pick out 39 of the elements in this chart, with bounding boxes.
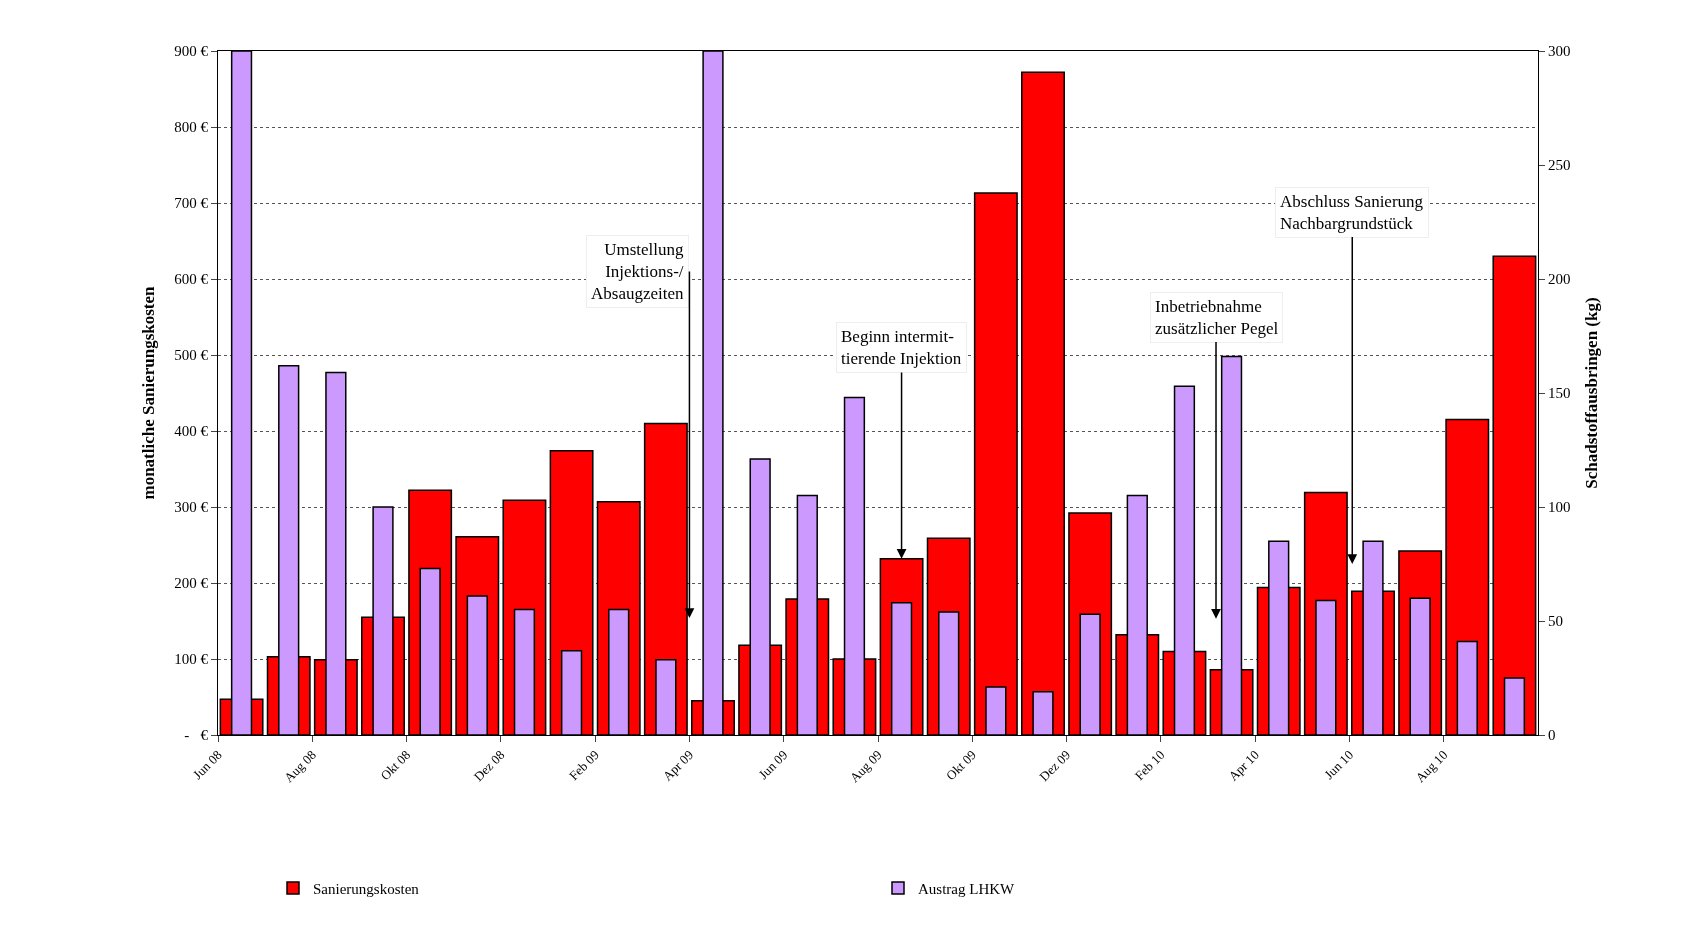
- y2-tick-label: 100: [1548, 499, 1571, 516]
- x-tick-label: Jun 09: [755, 747, 791, 783]
- annotation: Inbetriebnahme zusätzlicher Pegel: [1155, 297, 1279, 339]
- y-tick-label: 600 €: [174, 271, 209, 288]
- y2-tick-label: 250: [1548, 157, 1571, 174]
- annotation: Beginn intermit- tierende Injektion: [841, 327, 962, 369]
- y-tick-label: - €: [184, 727, 209, 744]
- x-tick-label: Dez 09: [1036, 747, 1074, 785]
- x-tick-label: Feb 09: [565, 747, 602, 784]
- y2-axis-title: Schadstoffausbringen (kg): [1581, 297, 1601, 489]
- y-tick-label: 900 €: [174, 43, 209, 60]
- y2-tick-label: 150: [1548, 385, 1571, 402]
- x-tick-label: Jun 08: [189, 747, 225, 783]
- x-tick-label: Dez 08: [470, 747, 508, 785]
- y2-tick-label: 200: [1548, 271, 1571, 288]
- y2-tick-label: 300: [1548, 43, 1571, 60]
- annotation: Abschluss Sanierung Nachbargrundstück: [1280, 192, 1424, 234]
- x-tick-label: Okt 08: [377, 747, 414, 784]
- x-tick-label: Apr 09: [659, 747, 697, 784]
- legend-label: Sanierungskosten: [313, 880, 420, 897]
- x-tick-label: Aug 08: [281, 747, 320, 786]
- x-tick-label: Aug 09: [846, 747, 885, 786]
- y-tick-label: 100 €: [174, 651, 209, 668]
- y-tick-label: 300 €: [174, 499, 209, 516]
- x-tick-label: Aug 10: [1412, 747, 1451, 786]
- x-tick-label: Feb 10: [1131, 747, 1168, 784]
- y-tick-label: 400 €: [174, 423, 209, 440]
- y-tick-label: 700 €: [174, 195, 209, 212]
- y2-tick-label: 50: [1548, 613, 1563, 630]
- x-tick-label: Okt 09: [943, 747, 980, 784]
- y-tick-label: 500 €: [174, 347, 209, 364]
- y-axis-title: monatliche Sanierungskosten: [138, 285, 158, 500]
- annotation: Umstellung Injektions-/ Absaugzeiten: [591, 240, 685, 304]
- y-tick-label: 800 €: [174, 119, 209, 136]
- x-tick-label: Jun 10: [1321, 747, 1357, 783]
- x-tick-label: Apr 10: [1225, 747, 1262, 784]
- y2-tick-label: 0: [1548, 727, 1556, 744]
- y-tick-label: 200 €: [174, 575, 209, 592]
- legend-label: Austrag LHKW: [918, 880, 1016, 897]
